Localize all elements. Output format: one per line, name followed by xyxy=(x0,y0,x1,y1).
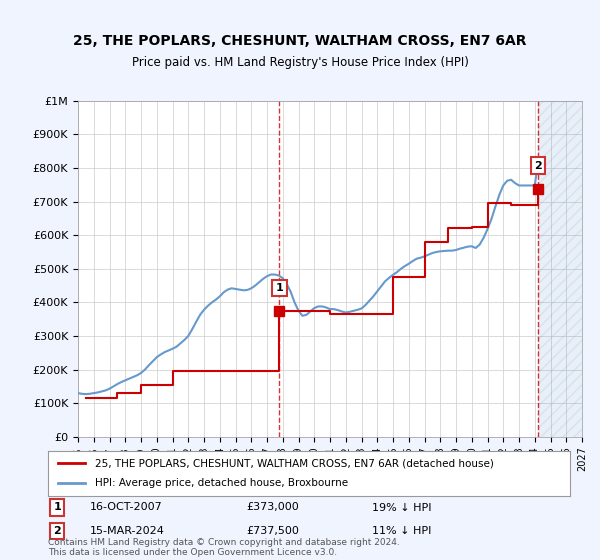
Text: 15-MAR-2024: 15-MAR-2024 xyxy=(90,526,164,536)
Text: 19% ↓ HPI: 19% ↓ HPI xyxy=(371,502,431,512)
Text: HPI: Average price, detached house, Broxbourne: HPI: Average price, detached house, Brox… xyxy=(95,478,348,488)
Text: Price paid vs. HM Land Registry's House Price Index (HPI): Price paid vs. HM Land Registry's House … xyxy=(131,56,469,69)
Text: 1: 1 xyxy=(53,502,61,512)
Text: £737,500: £737,500 xyxy=(247,526,299,536)
Text: 2: 2 xyxy=(534,161,542,171)
Text: 25, THE POPLARS, CHESHUNT, WALTHAM CROSS, EN7 6AR: 25, THE POPLARS, CHESHUNT, WALTHAM CROSS… xyxy=(73,34,527,48)
Text: Contains HM Land Registry data © Crown copyright and database right 2024.
This d: Contains HM Land Registry data © Crown c… xyxy=(48,538,400,557)
Text: 2: 2 xyxy=(53,526,61,536)
Text: 1: 1 xyxy=(275,283,283,293)
Text: £373,000: £373,000 xyxy=(247,502,299,512)
Text: 25, THE POPLARS, CHESHUNT, WALTHAM CROSS, EN7 6AR (detached house): 25, THE POPLARS, CHESHUNT, WALTHAM CROSS… xyxy=(95,458,494,468)
Text: 16-OCT-2007: 16-OCT-2007 xyxy=(90,502,163,512)
Text: 11% ↓ HPI: 11% ↓ HPI xyxy=(371,526,431,536)
